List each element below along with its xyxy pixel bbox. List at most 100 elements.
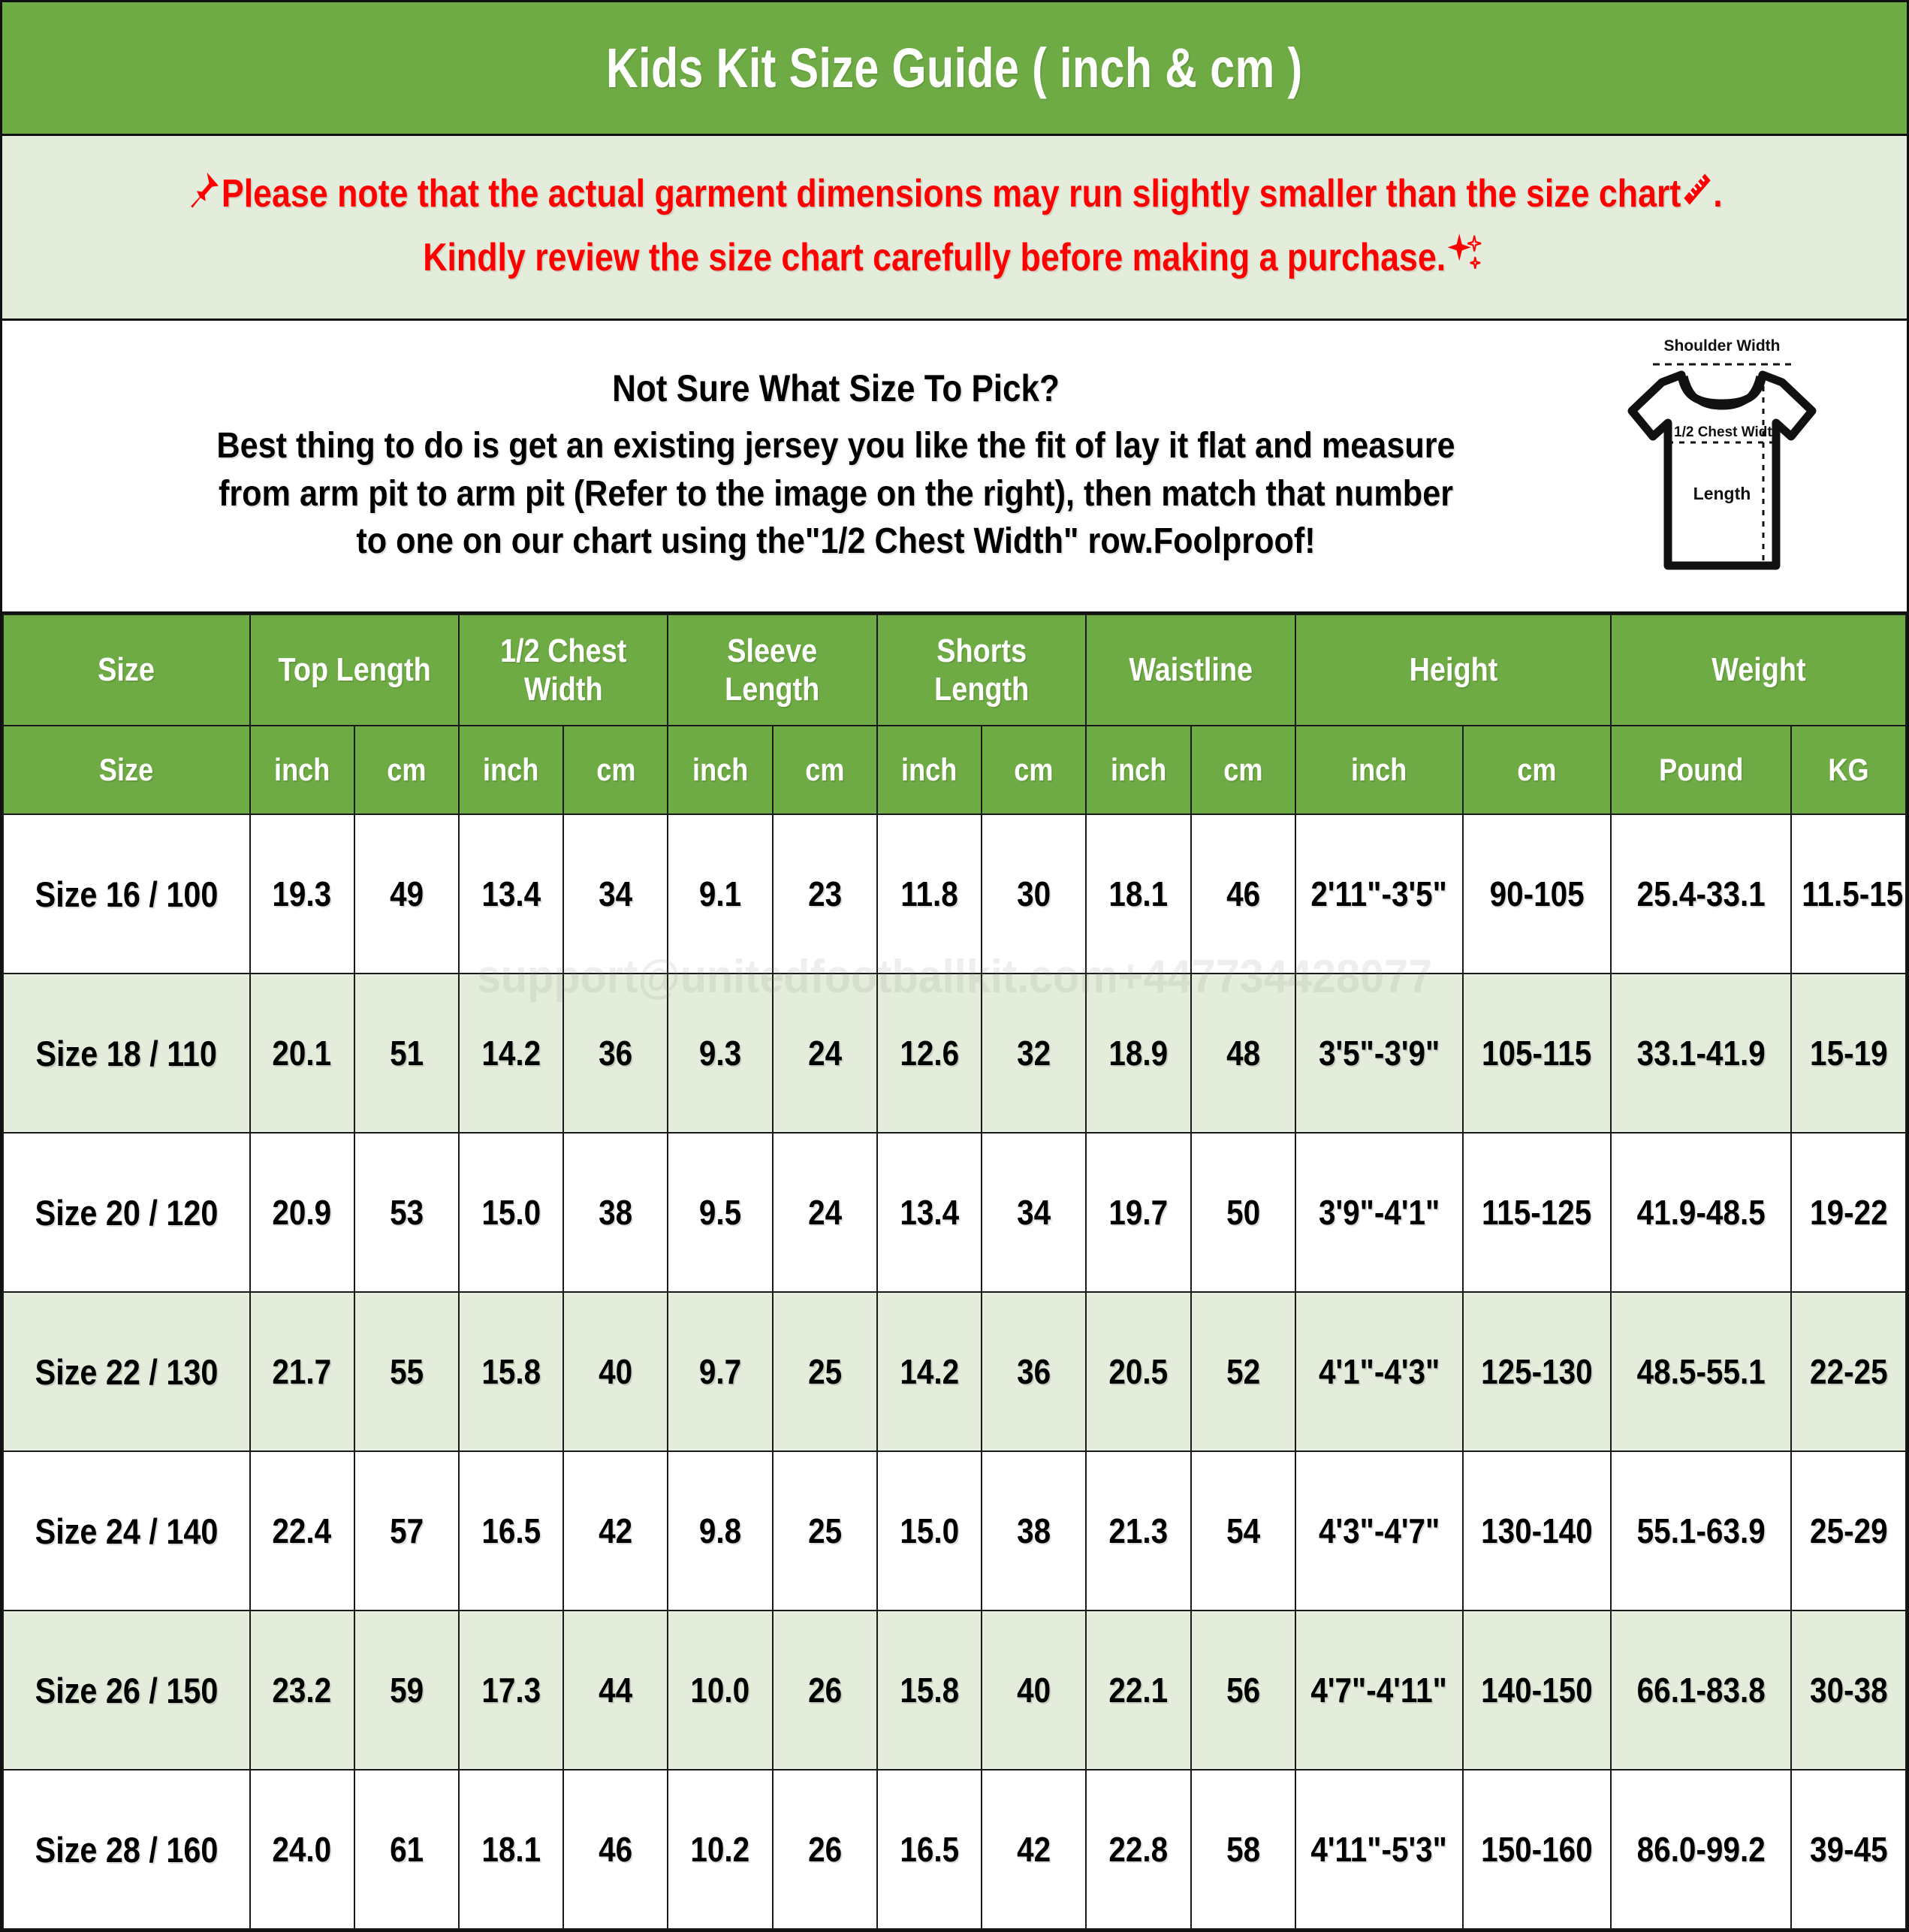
notice-line-2: Kindly review the size chart carefully b… [423,230,1485,286]
cell: 125-130 [1461,1291,1612,1452]
cell: 57 [353,1451,460,1611]
row-size-label: Size 16 / 100 [2,814,251,974]
unit-header-4: cm [562,725,669,815]
cell: 21.3 [1085,1451,1192,1611]
cell: 30-38 [1790,1610,1907,1770]
unit-header-14: KG [1790,725,1907,815]
cell: 26 [771,1610,878,1770]
cell: 22.8 [1085,1769,1192,1930]
cell: 21.7 [249,1291,355,1452]
notice-text-1: Please note that the actual garment dime… [221,172,1681,216]
row-size-label: Size 18 / 110 [2,973,251,1134]
cell: 53 [353,1132,460,1293]
cell: 15.8 [876,1610,983,1770]
table-row: Size 16 / 100 19.3 49 13.4 34 9.1 23 11.… [2,814,1907,974]
row-size-label: Size 20 / 120 [2,1132,251,1293]
table-row: Size 24 / 140 22.4 57 16.5 42 9.8 25 15.… [2,1451,1907,1611]
unit-header-row: Size inch cm inch cm inch cm inch cm inc… [2,725,1907,815]
cell: 19-22 [1790,1132,1907,1293]
unit-header-3: inch [458,725,565,815]
cell: 20.9 [249,1132,355,1293]
unit-header-13: Pound [1610,725,1792,815]
unit-header-12: cm [1461,725,1612,815]
cell: 4'3"-4'7" [1294,1451,1464,1611]
cell: 23.2 [249,1610,355,1770]
group-header-sleeve-length: Sleeve Length [667,614,878,726]
ruler-icon [1681,171,1713,218]
cell: 39-45 [1790,1769,1907,1930]
cell: 9.7 [667,1291,774,1452]
row-size-label: Size 22 / 130 [2,1291,251,1452]
cell: 9.8 [667,1451,774,1611]
cell: 14.2 [876,1291,983,1452]
cell: 105-115 [1461,973,1612,1134]
row-size-label: Size 28 / 160 [2,1769,251,1930]
cell: 20.1 [249,973,355,1134]
cell: 44 [562,1610,669,1770]
row-size-label: Size 24 / 140 [2,1451,251,1611]
cell: 15.0 [458,1132,565,1293]
table-row: Size 28 / 160 24.0 61 18.1 46 10.2 26 16… [2,1769,1907,1930]
cell: 18.1 [458,1769,565,1930]
cell: 24 [771,1132,878,1293]
table-row: Size 26 / 150 23.2 59 17.3 44 10.0 26 15… [2,1610,1907,1770]
cell: 22-25 [1790,1291,1907,1452]
group-header-top-length: Top Length [249,614,460,726]
cell: 25-29 [1790,1451,1907,1611]
cell: 40 [981,1610,1087,1770]
cell: 9.1 [667,814,774,974]
cell: 18.9 [1085,973,1192,1134]
title-band: Kids Kit Size Guide ( inch & cm ) [2,2,1907,136]
cell: 22.4 [249,1451,355,1611]
cell: 48 [1190,973,1296,1134]
cell: 55 [353,1291,460,1452]
cell: 32 [981,973,1087,1134]
cell: 13.4 [458,814,565,974]
cell: 4'7"-4'11" [1294,1610,1464,1770]
group-header-size: Size [2,614,251,726]
group-header-half-chest-width: 1/2 Chest Width [458,614,669,726]
cell: 130-140 [1461,1451,1612,1611]
cell: 24 [771,973,878,1134]
cell: 18.1 [1085,814,1192,974]
cell: 33.1-41.9 [1610,973,1792,1134]
length-label: Length [1693,484,1751,503]
cell: 41.9-48.5 [1610,1132,1792,1293]
cell: 10.2 [667,1769,774,1930]
group-header-waistline: Waistline [1085,614,1296,726]
cell: 34 [562,814,669,974]
cell: 4'11"-5'3" [1294,1769,1464,1930]
cell: 115-125 [1461,1132,1612,1293]
cell: 16.5 [458,1451,565,1611]
cell: 14.2 [458,973,565,1134]
help-line-3: to one on our chart using the"1/2 Chest … [356,521,1316,562]
table-body: Size 16 / 100 19.3 49 13.4 34 9.1 23 11.… [2,814,1907,1930]
unit-header-7: inch [876,725,983,815]
unit-header-6: cm [771,725,878,815]
cell: 55.1-63.9 [1610,1451,1792,1611]
cell: 38 [981,1451,1087,1611]
unit-header-11: inch [1294,725,1464,815]
help-heading: Not Sure What Size To Pick? [612,367,1060,410]
size-chart-table: Size Top Length 1/2 Chest Width Sleeve L… [2,614,1907,1930]
unit-header-5: inch [667,725,774,815]
cell: 36 [981,1291,1087,1452]
pushpin-icon [186,169,221,219]
group-header-weight: Weight [1610,614,1907,726]
tshirt-diagram: Shoulder Width 1/2 Chest Width Length [1609,331,1835,603]
unit-header-9: inch [1085,725,1192,815]
cell: 3'9"-4'1" [1294,1132,1464,1293]
cell: 9.5 [667,1132,774,1293]
unit-header-8: cm [981,725,1087,815]
cell: 36 [562,973,669,1134]
cell: 25 [771,1451,878,1611]
notice-text-1-tail: . [1713,172,1723,216]
help-line-1: Best thing to do is get an existing jers… [216,426,1455,466]
cell: 56 [1190,1610,1296,1770]
notice-band: Please note that the actual garment dime… [2,136,1907,321]
group-header-height: Height [1294,614,1612,726]
cell: 13.4 [876,1132,983,1293]
cell: 48.5-55.1 [1610,1291,1792,1452]
page-title: Kids Kit Size Guide ( inch & cm ) [606,37,1303,99]
